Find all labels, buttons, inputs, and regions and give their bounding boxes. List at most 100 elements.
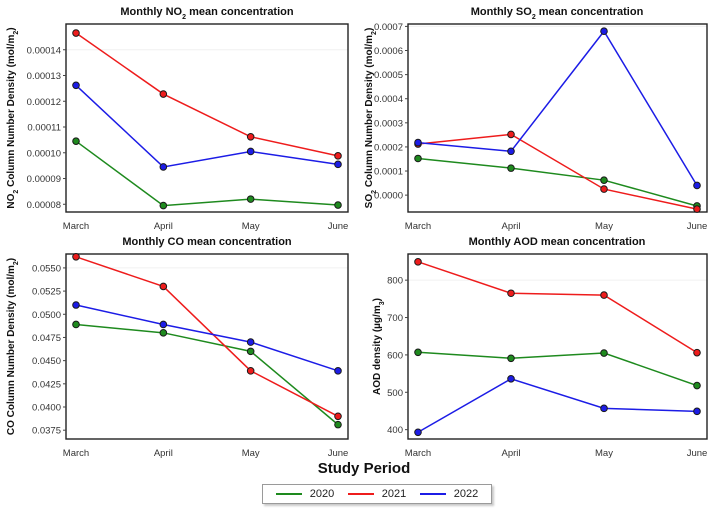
no2-ylabel-part: ) [6, 27, 17, 30]
aod-y-tick-label: 600 [387, 350, 403, 361]
so2-title: Monthly SO2 mean concentration [471, 6, 644, 21]
aod-y-axis-title: AOD density (µg/m3) [372, 298, 386, 395]
co-y-axis-title: CO Column Number Density (mol/m2) [6, 258, 20, 435]
no2-y-tick-label: 0.00009 [27, 174, 61, 185]
aod-y-tick-label: 700 [387, 313, 403, 324]
aod-series-2020-point [414, 348, 422, 357]
so2-x-tick-label: May [595, 221, 613, 232]
so2-series-2022-point [414, 138, 422, 147]
no2-series-2020-point [246, 195, 255, 203]
aod-series-2021-point [414, 258, 422, 266]
co-series-2020-line [75, 323, 339, 426]
no2-ylabel-part: 2 [13, 31, 20, 35]
so2-y-tick-label: 0.0001 [374, 167, 403, 178]
so2-ylabel-part: Column Number Density (mol/m [364, 35, 375, 190]
no2-x-tick-label: April [154, 221, 173, 232]
no2-y-tick-label: 0.00008 [27, 200, 61, 211]
no2-series-2020-line [75, 140, 339, 207]
no2-title-part: Monthly NO [120, 6, 182, 18]
aod-title: Monthly AOD mean concentration [469, 236, 646, 248]
so2-chart: Monthly SO2 mean concentration SO2 Column… [364, 6, 708, 232]
legend-swatch-2020 [275, 493, 302, 495]
co-series-2022-point [72, 301, 80, 309]
co-series-2021-point [72, 252, 80, 261]
no2-ylabel-part: Column Number Density (mol/m [6, 35, 17, 190]
no2-y-axis-title: NO2 Column Number Density (mol/m2) [6, 27, 20, 208]
co-series-2020-point [246, 347, 255, 356]
no2-series-2021-point [246, 133, 255, 141]
aod-series-2022-point [600, 404, 608, 413]
no2-y-tick-label: 0.00014 [27, 45, 61, 56]
co-series-2022-point [246, 338, 255, 346]
aod-x-tick-label: March [405, 448, 431, 459]
aod-y-tick-label: 800 [387, 276, 403, 287]
co-series-2020-point [334, 420, 342, 429]
co-ylabel-part: CO Column Number Density (mol/m [6, 265, 17, 435]
so2-series-2020-point [600, 176, 608, 184]
co-series-2022-line [75, 304, 339, 372]
no2-x-tick-label: May [242, 221, 260, 232]
co-x-tick-label: March [63, 448, 89, 459]
legend-label-2022: 2022 [453, 488, 479, 500]
x-axis-title: Study Period [318, 460, 411, 477]
aod-series-2022-line [417, 378, 698, 433]
co-y-tick-label: 0.0550 [32, 263, 61, 274]
so2-y-axis-title: SO2 Column Number Density (mol/m2) [364, 28, 378, 209]
so2-series-2022-point [693, 181, 701, 190]
so2-ylabel-part: 2 [371, 31, 378, 35]
no2-series-2021-point [72, 29, 80, 37]
co-y-tick-label: 0.0375 [32, 426, 61, 437]
no2-title: Monthly NO2 mean concentration [120, 6, 293, 21]
no2-series-2022-point [334, 160, 342, 169]
so2-ylabel-part: 2 [371, 190, 378, 194]
no2-ylabel-part: 2 [13, 190, 20, 194]
co-y-tick-label: 0.0500 [32, 310, 61, 321]
no2-ylabel-part: NO [6, 193, 17, 208]
aod-plot-frame [407, 253, 708, 440]
no2-title-part: mean concentration [186, 6, 294, 18]
so2-y-tick-label: 0.0006 [374, 46, 403, 57]
co-series-2021-line [75, 256, 339, 417]
legend-item-2021: 2021 [347, 488, 407, 500]
co-series-2022-point [334, 367, 342, 375]
legend-item-2020: 2020 [275, 488, 334, 500]
no2-series-2022-point [246, 147, 255, 156]
legend-label-2021: 2021 [381, 488, 407, 500]
aod-series-2020-line [417, 351, 698, 387]
co-series-2021-point [334, 412, 342, 421]
aod-series-2021-point [600, 291, 608, 299]
so2-y-tick-label: 0.0007 [374, 22, 403, 33]
co-plot-frame [65, 253, 349, 440]
aod-y-tick-label: 400 [387, 425, 403, 436]
aod-series-2021-point [693, 348, 701, 357]
so2-series-2021-point [693, 205, 701, 213]
legend-swatch-2022 [419, 493, 446, 495]
so2-series-2021-point [600, 185, 608, 193]
co-y-tick-label: 0.0425 [32, 379, 61, 390]
so2-plot-frame [407, 23, 708, 213]
aod-ylabel-part: 3 [379, 301, 386, 305]
aod-series-2021-point [507, 289, 515, 298]
no2-series-2022-line [75, 84, 339, 168]
no2-series-2020-point [159, 201, 168, 210]
co-y-tick-label: 0.0400 [32, 403, 61, 414]
so2-title-part: 2 [532, 14, 536, 21]
no2-series-2020-point [72, 137, 80, 145]
co-x-tick-label: April [154, 448, 173, 459]
co-series-2020-point [72, 320, 80, 329]
so2-series-2020-point [414, 154, 422, 163]
so2-y-tick-label: 0.0000 [374, 191, 403, 202]
co-title: Monthly CO mean concentration [122, 236, 292, 248]
legend-item-2022: 2022 [419, 488, 479, 500]
so2-series-2020-point [507, 164, 515, 172]
co-series-2022-point [159, 320, 168, 329]
legend: 2020 2021 2022 [262, 484, 492, 504]
so2-x-tick-label: April [501, 221, 520, 232]
co-y-tick-label: 0.0525 [32, 287, 61, 298]
so2-y-tick-label: 0.0002 [374, 142, 403, 153]
so2-series-2020-line [417, 157, 698, 207]
no2-y-tick-label: 0.00010 [27, 148, 61, 159]
no2-series-2021-point [159, 90, 168, 98]
aod-chart: Monthly AOD mean concentration AOD densit… [372, 236, 708, 459]
